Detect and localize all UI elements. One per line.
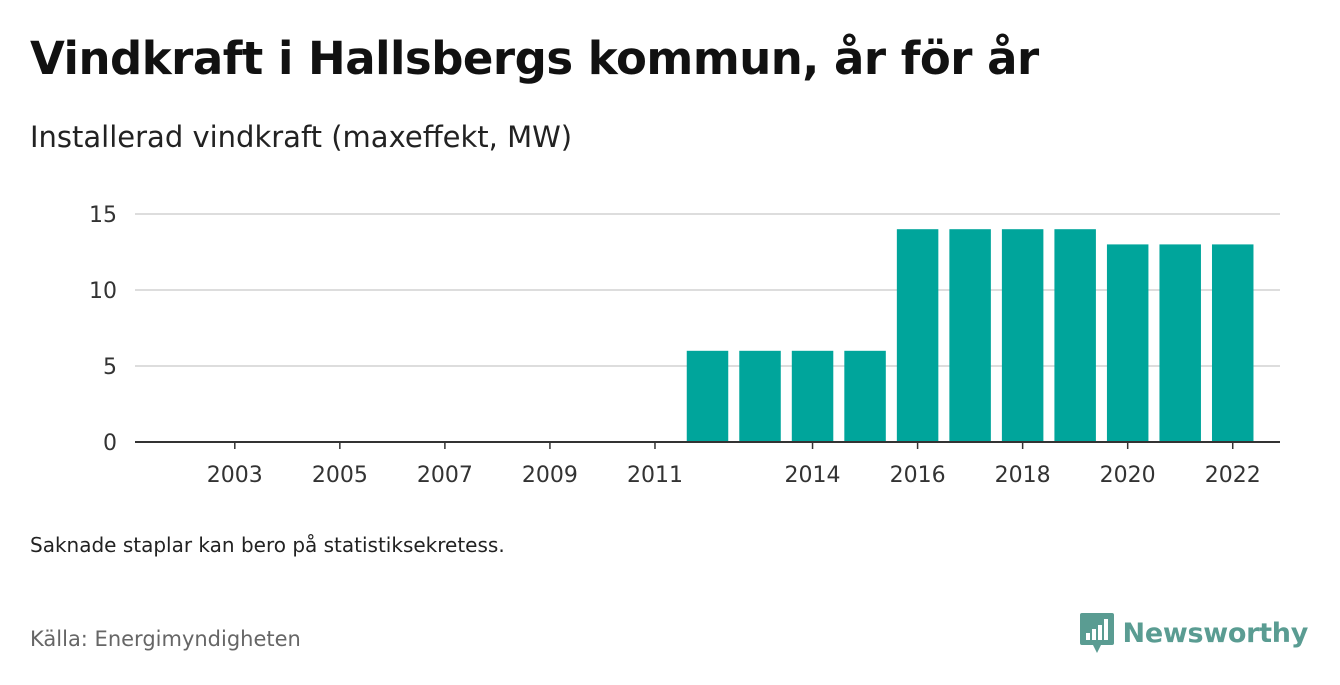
x-tick-label: 2011	[627, 463, 683, 488]
x-tick-label: 2005	[312, 463, 368, 488]
bar-2014	[791, 350, 834, 442]
x-tick-label: 2007	[417, 463, 473, 488]
y-axis-ticks: 0 5 10 15	[89, 203, 117, 456]
chart-note: Saknade staplar kan bero på statistiksek…	[30, 533, 505, 557]
bar-2016	[896, 229, 939, 442]
chart-subtitle: Installerad vindkraft (maxeffekt, MW)	[30, 120, 573, 154]
x-tick-label: 2003	[207, 463, 263, 488]
bars	[686, 229, 1254, 442]
bar-2017	[949, 229, 991, 442]
x-tick-label: 2022	[1205, 463, 1261, 488]
bar-2018	[1001, 229, 1044, 442]
brand-logo: Newsworthy	[1079, 611, 1308, 655]
x-axis-ticks: 2003 2005 2007 2009 2011 2014 2016 2018 2020 2022	[207, 442, 1261, 488]
x-tick-label: 2014	[785, 463, 841, 488]
bar-2012	[686, 350, 729, 442]
source-label: Källa: Energimyndigheten	[30, 627, 301, 651]
bar-2020	[1106, 244, 1149, 442]
bar-2019	[1054, 229, 1096, 442]
newsworthy-logo-icon	[1079, 613, 1114, 653]
bar-2021	[1159, 244, 1201, 442]
bar-2013	[739, 350, 781, 442]
y-tick-label: 15	[89, 203, 117, 228]
y-tick-label: 0	[103, 431, 117, 456]
x-tick-label: 2009	[522, 463, 578, 488]
y-tick-label: 5	[103, 355, 117, 380]
x-tick-label: 2016	[890, 463, 946, 488]
bar-2015	[844, 350, 886, 442]
bar-2022	[1211, 244, 1254, 442]
y-tick-label: 10	[89, 279, 117, 304]
brand-name: Newsworthy	[1122, 617, 1309, 649]
x-tick-label: 2018	[995, 463, 1051, 488]
chart-title: Vindkraft i Hallsbergs kommun, år för år	[30, 32, 1039, 85]
x-tick-label: 2020	[1100, 463, 1156, 488]
